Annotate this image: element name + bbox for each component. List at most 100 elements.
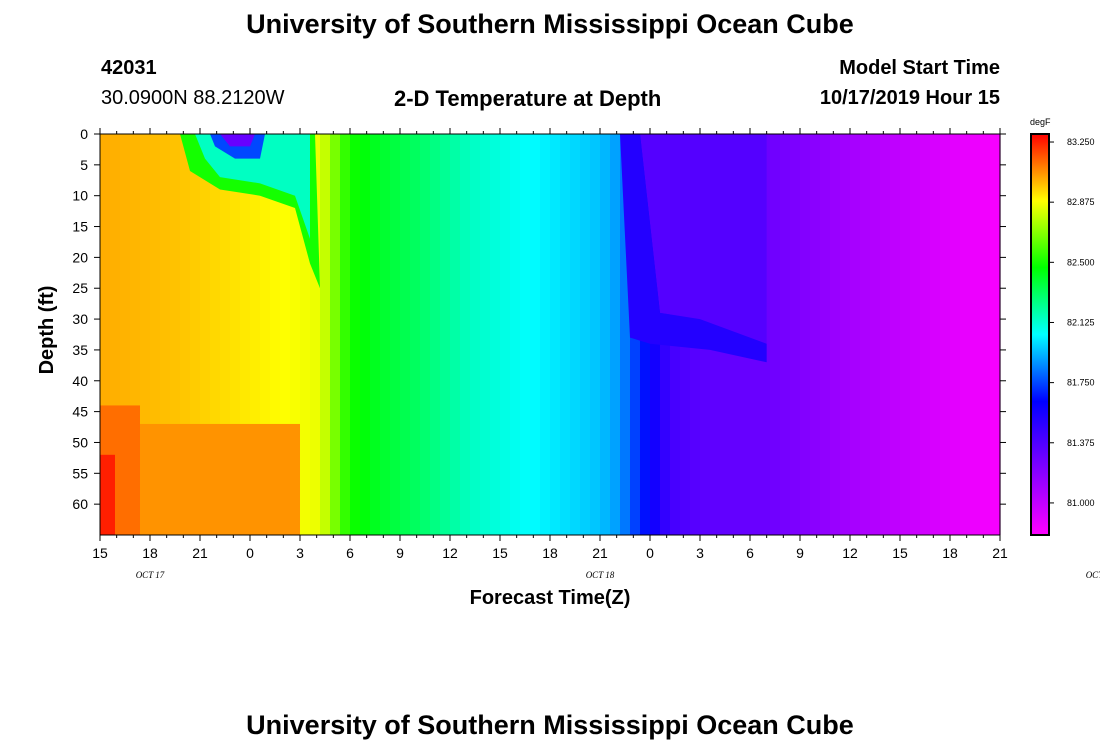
heatmap-cell <box>220 134 231 535</box>
heatmap-cell <box>870 134 881 535</box>
heatmap-cell <box>830 134 841 535</box>
heatmap-cell <box>100 134 111 535</box>
x-tick-label: 9 <box>796 545 804 561</box>
heatmap-cell <box>170 134 181 535</box>
y-tick-label: 35 <box>72 342 88 358</box>
heatmap-cell <box>890 134 901 535</box>
heatmap-cell <box>770 134 781 535</box>
heatmap-cell <box>370 134 381 535</box>
heatmap-cell <box>290 134 301 535</box>
plot-title: 2-D Temperature at Depth <box>394 86 662 111</box>
x-tick-label: 12 <box>842 545 858 561</box>
y-tick-label: 45 <box>72 404 88 420</box>
heatmap-features <box>100 134 767 535</box>
shallow-blue-tongue-edge <box>620 134 767 363</box>
x-tick-label: 18 <box>542 545 558 561</box>
heatmap-cell <box>880 134 891 535</box>
x-tick-label: 15 <box>92 545 108 561</box>
heatmap-cell <box>990 134 1001 535</box>
heatmap-cell <box>410 134 421 535</box>
colorbar-label: 81.750 <box>1067 378 1095 388</box>
y-tick-label: 25 <box>72 280 88 296</box>
shallow-blue-tongue <box>640 134 767 344</box>
x-tick-label: 15 <box>892 545 908 561</box>
y-tick-label: 15 <box>72 219 88 235</box>
heatmap-cell <box>780 134 791 535</box>
heatmap-cell <box>820 134 831 535</box>
heatmap-cell <box>270 134 281 535</box>
heatmap-cell <box>840 134 851 535</box>
heatmap-cell <box>260 134 271 535</box>
x-tick-label: 6 <box>746 545 754 561</box>
heatmap-cell <box>420 134 431 535</box>
x-tick-label: 9 <box>396 545 404 561</box>
heatmap-cell <box>120 134 131 535</box>
heatmap-cell <box>520 134 531 535</box>
heatmap-cell <box>940 134 951 535</box>
heatmap-cell <box>530 134 541 535</box>
heatmap-cell <box>230 134 241 535</box>
colorbar-label: 82.500 <box>1067 257 1095 267</box>
x-tick-label: 21 <box>992 545 1008 561</box>
top-title: University of Southern Mississippi Ocean… <box>246 9 854 39</box>
heatmap-cell <box>130 134 141 535</box>
heatmap-cell <box>510 134 521 535</box>
y-tick-label: 60 <box>72 496 88 512</box>
x-tick-label: 6 <box>346 545 354 561</box>
model-start-time: 10/17/2019 Hour 15 <box>819 87 1000 109</box>
x-tick-label: 0 <box>246 545 254 561</box>
y-axis-label: Depth (ft) <box>36 286 58 375</box>
heatmap-cell <box>440 134 451 535</box>
station-location: 30.0900N 88.2120W <box>101 87 285 109</box>
y-tick-label: 40 <box>72 373 88 389</box>
heatmap-cell <box>860 134 871 535</box>
heatmap-cell <box>610 134 621 535</box>
y-tick-label: 20 <box>72 249 88 265</box>
heatmap-cell <box>850 134 861 535</box>
heatmap-cell <box>970 134 981 535</box>
heatmap-cell <box>140 134 151 535</box>
heatmap-cell <box>400 134 411 535</box>
heatmap-cell <box>590 134 601 535</box>
heatmap-cell <box>210 134 221 535</box>
heatmap-cell <box>950 134 961 535</box>
heatmap-cell <box>310 134 321 535</box>
heatmap-cell <box>900 134 911 535</box>
colorbar-label: 83.250 <box>1067 137 1095 147</box>
heatmap-cell <box>380 134 391 535</box>
heatmap-cell <box>910 134 921 535</box>
heatmap-cell <box>480 134 491 535</box>
heatmap-cell <box>540 134 551 535</box>
warmest-bottom-cell <box>100 454 115 535</box>
x-tick-label: 12 <box>442 545 458 561</box>
colorbar-label: 81.000 <box>1067 498 1095 508</box>
station-id: 42031 <box>101 57 157 79</box>
surface-cold-blue <box>220 134 255 147</box>
heatmap-cell <box>240 134 251 535</box>
heatmap-cell <box>180 134 191 535</box>
heatmap-cell <box>330 134 341 535</box>
heatmap-cell <box>580 134 591 535</box>
colorbar-label: 82.875 <box>1067 197 1095 207</box>
colorbar-unit: degF <box>1030 117 1051 127</box>
x-axis-label: Forecast Time(Z) <box>470 587 631 609</box>
heatmap-cell <box>800 134 811 535</box>
y-tick-label: 50 <box>72 434 88 450</box>
colorbar <box>1030 133 1050 536</box>
surface-cold-green <box>195 134 310 239</box>
heatmap-cell <box>150 134 161 535</box>
x-tick-label: 21 <box>192 545 208 561</box>
heatmap-cell <box>450 134 461 535</box>
heatmap-cell <box>190 134 201 535</box>
bottom-title: University of Southern Mississippi Ocean… <box>246 710 854 740</box>
date-label: OCT 19 <box>1086 570 1100 580</box>
heatmap-cell <box>350 134 361 535</box>
heatmap-cell <box>490 134 501 535</box>
heatmap-cell <box>160 134 171 535</box>
x-tick-label: 21 <box>592 545 608 561</box>
heatmap-cell <box>930 134 941 535</box>
model-start-label: Model Start Time <box>839 57 1000 79</box>
x-tick-label: 3 <box>296 545 304 561</box>
y-tick-label: 30 <box>72 311 88 327</box>
